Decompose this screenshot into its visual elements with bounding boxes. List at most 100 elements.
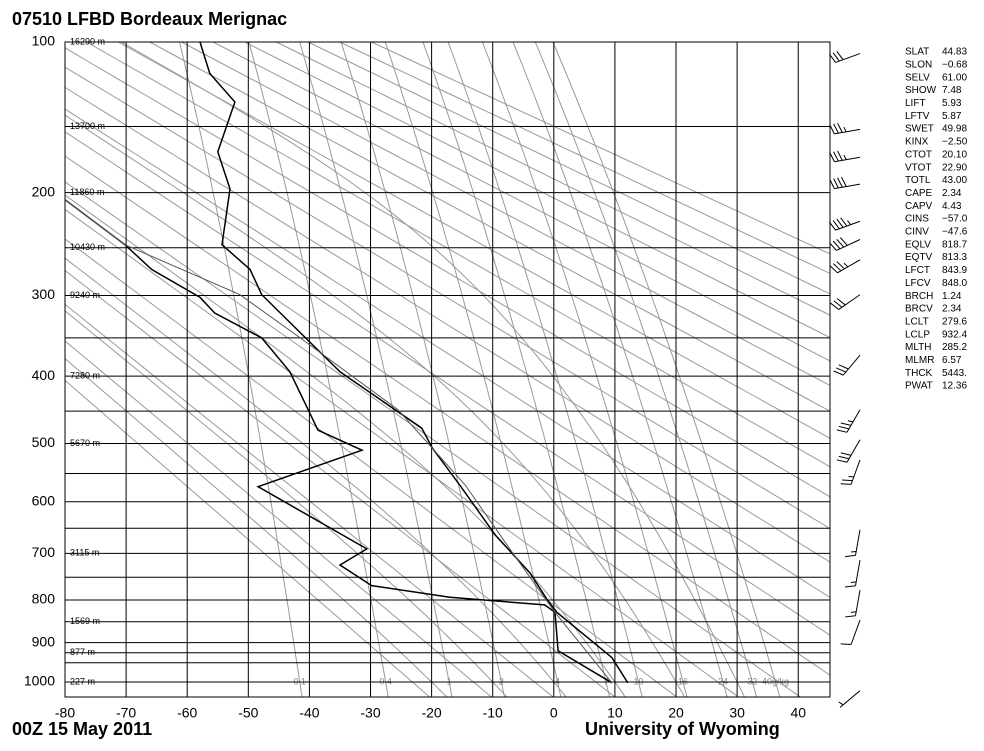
- stat-value: 12.36: [942, 381, 967, 392]
- barb-half: [839, 702, 843, 705]
- wind-barb: [841, 460, 860, 484]
- wind-barb: [845, 590, 860, 617]
- mixing-ratio-line: [180, 42, 303, 697]
- stat-label: SHOW: [905, 85, 937, 96]
- dry-adiabat: [0, 42, 491, 697]
- wind-barb: [829, 238, 860, 251]
- stat-label: SWET: [905, 124, 934, 135]
- dry-adiabat: [0, 42, 615, 697]
- wind-barb: [830, 151, 860, 162]
- barb-feather: [841, 644, 851, 645]
- height-label: 877 m: [70, 647, 95, 657]
- stat-value: 6.57: [942, 355, 962, 366]
- mixing-ratio-label: 0.1: [294, 676, 307, 686]
- y-tick-label: 1000: [24, 673, 55, 689]
- barb-half: [851, 582, 856, 583]
- wind-barb: [831, 295, 860, 310]
- stat-label: THCK: [905, 368, 933, 379]
- y-tick-label: 100: [32, 33, 56, 49]
- stat-value: 813.3: [942, 252, 967, 263]
- mixing-ratio-label: 2: [499, 676, 504, 686]
- mixing-ratio-line: [423, 42, 610, 697]
- y-tick-label: 800: [32, 591, 56, 607]
- stat-value: −0.68: [942, 59, 968, 70]
- y-tick-label: 600: [32, 492, 56, 508]
- x-tick-label: 0: [550, 705, 558, 721]
- chart-title: 07510 LFBD Bordeaux Merignac: [12, 9, 287, 29]
- wind-barb: [834, 355, 860, 375]
- stat-value: 22.90: [942, 162, 967, 173]
- wind-barb: [845, 530, 860, 557]
- stat-value: −47.6: [942, 227, 968, 238]
- barb-feather: [845, 586, 855, 587]
- stat-label: LFCV: [905, 278, 931, 289]
- barb-feather: [841, 453, 851, 455]
- wind-barb: [841, 620, 860, 644]
- height-label: 5670 m: [70, 438, 100, 448]
- barb-feather: [839, 426, 849, 428]
- y-tick-label: 300: [32, 286, 56, 302]
- dry-adiabat: [0, 42, 984, 697]
- mixing-ratio-line: [535, 42, 756, 697]
- date-label: 00Z 15 May 2011: [12, 719, 152, 739]
- stat-label: BRCH: [905, 291, 933, 302]
- stat-label: LCLT: [905, 316, 929, 327]
- wind-barb: [830, 177, 860, 188]
- profile-line: [200, 42, 628, 683]
- mixing-ratio-line: [341, 42, 504, 697]
- x-tick-label: -30: [360, 705, 380, 721]
- wind-barb: [829, 51, 860, 62]
- stat-label: MLMR: [905, 355, 934, 366]
- stat-value: 843.9: [942, 265, 967, 276]
- height-label: 13700 m: [70, 121, 105, 131]
- dry-adiabat: [0, 42, 739, 697]
- mixing-ratio-label: 10: [633, 676, 643, 686]
- x-tick-label: -80: [55, 705, 75, 721]
- stat-value: 43.00: [942, 175, 967, 186]
- stat-label: BRCV: [905, 304, 933, 315]
- stat-label: CINS: [905, 214, 929, 225]
- mixing-ratio-label: 0.4: [379, 676, 392, 686]
- stat-label: KINX: [905, 137, 929, 148]
- x-tick-label: 10: [607, 705, 623, 721]
- stat-value: 848.0: [942, 278, 967, 289]
- mixing-ratio-label: 24: [718, 676, 728, 686]
- barb-half: [844, 263, 848, 267]
- y-tick-label: 500: [32, 434, 56, 450]
- y-tick-label: 200: [32, 183, 56, 199]
- stat-label: MLTH: [905, 342, 931, 353]
- x-tick-label: -40: [299, 705, 319, 721]
- barb-feather: [841, 484, 851, 485]
- wind-barb: [839, 691, 860, 708]
- stat-value: 4.43: [942, 201, 962, 212]
- barb-half: [848, 421, 853, 422]
- stat-value: −57.0: [942, 214, 968, 225]
- stat-label: LCLP: [905, 329, 930, 340]
- barb-feather: [839, 456, 849, 458]
- height-label: 10430 m: [70, 242, 105, 252]
- dry-adiabat: [0, 42, 800, 697]
- y-tick-label: 700: [32, 544, 56, 560]
- dry-adiabat: [308, 42, 984, 697]
- stat-value: 1.24: [942, 291, 962, 302]
- barb-feather: [839, 365, 849, 369]
- mixing-ratio-label: 4: [555, 676, 560, 686]
- barb-half: [851, 612, 856, 613]
- wind-barb: [837, 410, 860, 433]
- barb-feather: [837, 430, 847, 432]
- stat-value: 2.34: [942, 304, 962, 315]
- wind-barb: [845, 560, 860, 587]
- barb-feather: [834, 179, 839, 188]
- stat-value: 7.48: [942, 85, 962, 96]
- barb-half: [844, 127, 846, 132]
- stat-value: 5.93: [942, 98, 962, 109]
- stat-label: SELV: [905, 72, 930, 83]
- x-tick-label: 30: [729, 705, 745, 721]
- barb-staff: [851, 620, 860, 644]
- barb-feather: [838, 178, 843, 187]
- height-label: 227 m: [70, 676, 95, 686]
- barb-feather: [841, 423, 851, 425]
- barb-feather: [837, 460, 847, 462]
